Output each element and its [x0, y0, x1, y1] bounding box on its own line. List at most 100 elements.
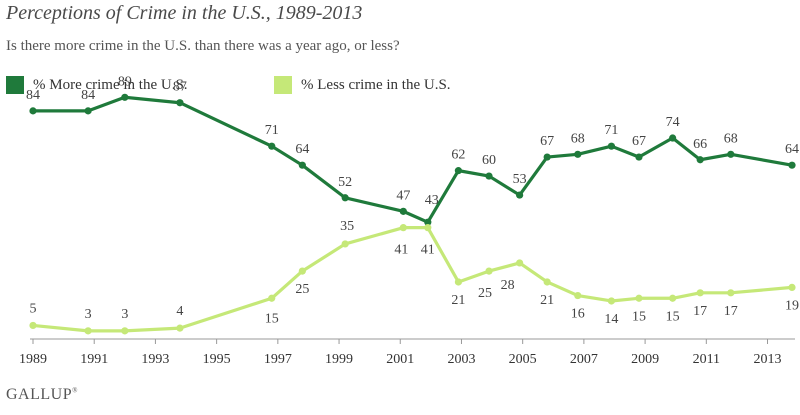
data-label-less: 41 — [394, 243, 408, 258]
series-less-point — [607, 297, 616, 305]
series-more-point — [574, 150, 582, 158]
series-more-point — [399, 207, 407, 215]
data-label-less: 21 — [451, 293, 465, 308]
data-label-more: 43 — [425, 193, 439, 208]
data-label-less: 19 — [785, 298, 799, 313]
series-more-point — [485, 172, 493, 180]
series-more-point — [607, 142, 616, 150]
series-less-point — [121, 327, 129, 335]
legend-item-less: % Less crime in the U.S. — [274, 76, 451, 94]
x-tick-label: 1999 — [325, 352, 353, 367]
data-label-less: 41 — [421, 243, 435, 258]
data-label-more: 52 — [338, 175, 352, 190]
series-less-point — [176, 324, 184, 332]
x-tick-label: 1989 — [19, 352, 47, 367]
x-tick-label: 1993 — [141, 352, 169, 367]
series-more-point — [121, 93, 129, 101]
data-label-less: 4 — [176, 304, 183, 319]
series-more-point — [341, 194, 349, 202]
data-label-less: 17 — [724, 304, 738, 319]
data-label-more: 64 — [785, 142, 799, 157]
series-more-point — [635, 153, 643, 161]
data-label-more: 89 — [118, 74, 132, 89]
data-label-more: 66 — [693, 137, 707, 152]
x-tick-label: 2005 — [509, 352, 537, 367]
series-more-point — [669, 134, 677, 142]
series-less-point — [399, 224, 407, 232]
data-label-more: 71 — [265, 123, 279, 138]
series-less-point — [696, 289, 704, 297]
series-less-point — [669, 294, 677, 302]
data-label-less: 15 — [265, 311, 279, 326]
data-label-more: 64 — [295, 142, 309, 157]
series-less-line — [32, 226, 793, 333]
data-label-less: 3 — [85, 307, 92, 322]
series-less-point — [298, 267, 306, 275]
series-less-point — [424, 224, 432, 232]
series-less-point — [543, 278, 551, 286]
data-label-less: 28 — [501, 278, 515, 293]
series-more-point — [696, 156, 704, 164]
series-less-point — [574, 291, 582, 300]
data-label-more: 84 — [26, 88, 40, 103]
series-more-point — [454, 167, 463, 175]
series-more-point — [29, 107, 37, 115]
data-label-less: 15 — [632, 309, 646, 324]
data-label-less: 3 — [121, 307, 128, 322]
data-label-less: 14 — [604, 312, 618, 327]
legend-label-less: % Less crime in the U.S. — [301, 76, 451, 93]
series-more-point — [176, 99, 184, 107]
x-tick-label: 2003 — [447, 352, 475, 367]
x-tick-label: 2001 — [386, 352, 414, 367]
data-label-less: 21 — [540, 293, 554, 308]
legend-label-more: % More crime in the U.S. — [33, 76, 188, 93]
series-more-point — [543, 153, 551, 161]
data-label-less: 16 — [571, 307, 585, 322]
data-label-more: 62 — [451, 148, 465, 163]
x-tick-label: 1997 — [264, 352, 292, 367]
data-label-more: 67 — [540, 134, 554, 149]
x-tick-label: 2007 — [570, 352, 598, 367]
data-label-more: 71 — [604, 123, 618, 138]
data-label-less: 5 — [30, 301, 37, 316]
series-less-point — [788, 283, 796, 291]
footer-brand: GALLUP — [6, 386, 73, 403]
series-more-point — [727, 150, 735, 158]
x-tick-label: 1995 — [203, 352, 231, 367]
data-label-more: 67 — [632, 134, 646, 149]
series-less-point — [29, 321, 37, 330]
series-more-point — [268, 142, 276, 150]
legend-swatch-less — [274, 76, 292, 94]
x-tick-label: 2013 — [754, 352, 782, 367]
series-more-point — [84, 107, 92, 115]
legend-item-more: % More crime in the U.S. — [6, 76, 188, 94]
data-label-more: 68 — [724, 131, 738, 146]
data-label-less: 25 — [478, 286, 492, 301]
data-label-more: 68 — [571, 131, 585, 146]
data-label-more: 87 — [173, 80, 187, 95]
x-tick-label: 2009 — [631, 352, 659, 367]
registered-mark: ® — [72, 386, 78, 395]
series-more-point — [298, 161, 306, 169]
gallup-logo: GALLUP® — [6, 386, 78, 404]
series-less-point — [341, 240, 349, 248]
series-less-point — [635, 294, 643, 302]
series-more-line — [33, 95, 793, 224]
data-label-less: 25 — [295, 282, 309, 297]
series-less-point — [454, 278, 463, 286]
x-tick-label: 1991 — [80, 352, 108, 367]
series-less-point — [485, 267, 493, 275]
data-label-more: 53 — [513, 172, 527, 187]
data-label-less: 17 — [693, 304, 707, 319]
series-less-point — [727, 289, 735, 297]
legend-swatch-more — [6, 76, 24, 94]
series-more-point — [788, 161, 796, 169]
data-label-less: 35 — [340, 219, 354, 234]
chart-title: Perceptions of Crime in the U.S., 1989-2… — [6, 2, 363, 24]
series-less-point — [516, 259, 524, 267]
data-label-less: 15 — [666, 309, 680, 324]
data-label-more: 74 — [666, 115, 680, 130]
data-label-more: 60 — [482, 153, 496, 168]
data-label-more: 47 — [396, 188, 410, 203]
